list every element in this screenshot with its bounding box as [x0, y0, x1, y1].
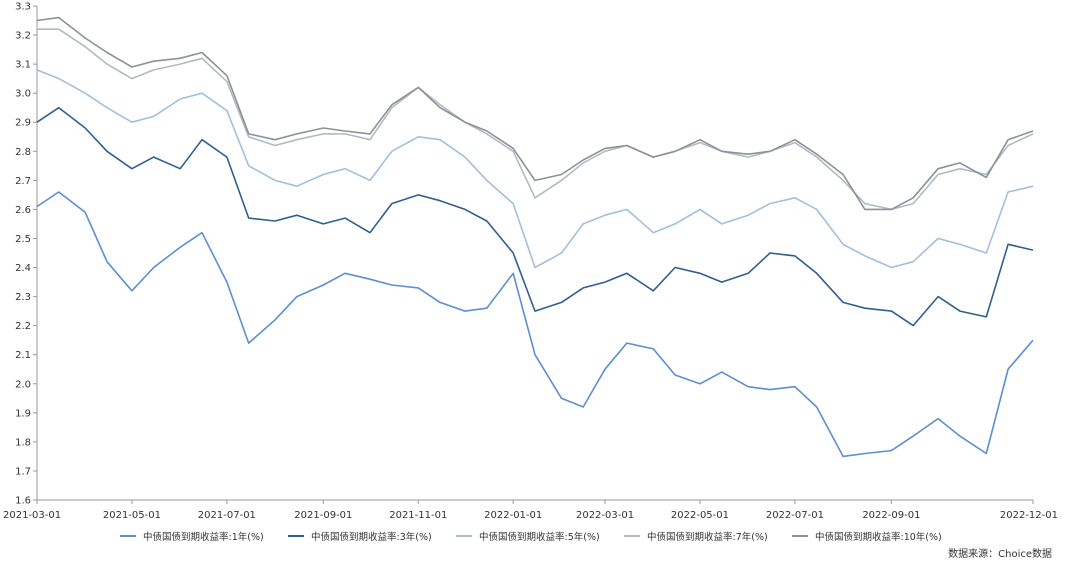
- legend-label: 中债国债到期收益率:5年(%): [479, 532, 600, 543]
- legend-swatch: [288, 535, 304, 537]
- y-tick-label: 2.0: [15, 379, 31, 390]
- y-tick-label: 2.6: [15, 205, 31, 216]
- x-tick-label: 2021-05-01: [103, 510, 161, 521]
- y-tick-label: 2.4: [15, 263, 31, 274]
- y-tick-label: 2.1: [15, 350, 31, 361]
- data-source-note: 数据来源：Choice数据: [948, 549, 1052, 560]
- series-line-2: [36, 106, 1034, 327]
- x-tick-label: 2022-09-01: [862, 510, 920, 521]
- x-tick-label: 2022-03-01: [576, 510, 634, 521]
- legend-label: 中债国债到期收益率:3年(%): [311, 532, 432, 543]
- chart-axes: 1.6 1.7 1.8 1.9 2.0 2.1 2.2 2.3 2.4 2.5 2.6 2.7 2.8 2…: [3, 2, 1058, 522]
- legend-item-4: 中债国债到期收益率:7年(%): [624, 527, 768, 545]
- legend-swatch: [456, 535, 472, 537]
- series-line-4: [37, 28, 1034, 211]
- x-tick-label: 2022-12-01: [1000, 510, 1058, 521]
- legend-item-2: 中债国债到期收益率:3年(%): [288, 527, 432, 545]
- x-tick-label: 2021-07-01: [198, 510, 256, 521]
- chart-legend: 中债国债到期收益率:1年(%) 中债国债到期收益率:3年(%) 中债国债到期收益率:…: [0, 527, 1080, 545]
- series-line-5: [36, 16, 1034, 211]
- legend-swatch: [120, 535, 136, 537]
- x-tick-label: 2021-03-01: [3, 510, 61, 521]
- x-tick-label: 2021-11-01: [389, 510, 447, 521]
- x-tick-label: 2022-01-01: [484, 510, 542, 521]
- y-tick-label: 2.3: [15, 292, 31, 303]
- y-tick-label: 3.2: [15, 31, 31, 42]
- legend-item-5: 中债国债到期收益率:10年(%): [792, 527, 942, 545]
- y-tick-label: 1.9: [15, 408, 31, 419]
- chart-series-group: [36, 16, 1034, 458]
- legend-label: 中债国债到期收益率:7年(%): [647, 532, 768, 543]
- y-tick-label: 3.3: [15, 2, 31, 13]
- legend-swatch: [792, 535, 808, 537]
- legend-label: 中债国债到期收益率:1年(%): [143, 532, 264, 543]
- legend-item-3: 中债国债到期收益率:5年(%): [456, 527, 600, 545]
- y-tick-label: 1.6: [15, 496, 31, 507]
- y-tick-label: 2.7: [15, 176, 31, 187]
- y-tick-label: 2.8: [15, 147, 31, 158]
- x-tick-label: 2022-07-01: [766, 510, 824, 521]
- y-tick-label: 2.2: [15, 321, 31, 332]
- yield-line-chart: 1.6 1.7 1.8 1.9 2.0 2.1 2.2 2.3 2.4 2.5 2.6 2.7 2.8 2…: [3, 2, 1058, 522]
- series-line-1: [36, 191, 1034, 458]
- x-tick-label: 2021-09-01: [294, 510, 352, 521]
- legend-swatch: [624, 535, 640, 537]
- x-tick-label: 2022-05-01: [671, 510, 729, 521]
- y-tick-label: 1.8: [15, 437, 31, 448]
- legend-label: 中债国债到期收益率:10年(%): [815, 532, 942, 543]
- y-tick-label: 1.7: [15, 466, 31, 477]
- y-tick-label: 2.9: [15, 118, 31, 129]
- y-tick-label: 2.5: [15, 234, 31, 245]
- y-tick-label: 3.1: [15, 60, 31, 71]
- legend-item-1: 中债国债到期收益率:1年(%): [120, 527, 264, 545]
- series-line-3: [36, 69, 1034, 269]
- y-tick-label: 3.0: [15, 89, 31, 100]
